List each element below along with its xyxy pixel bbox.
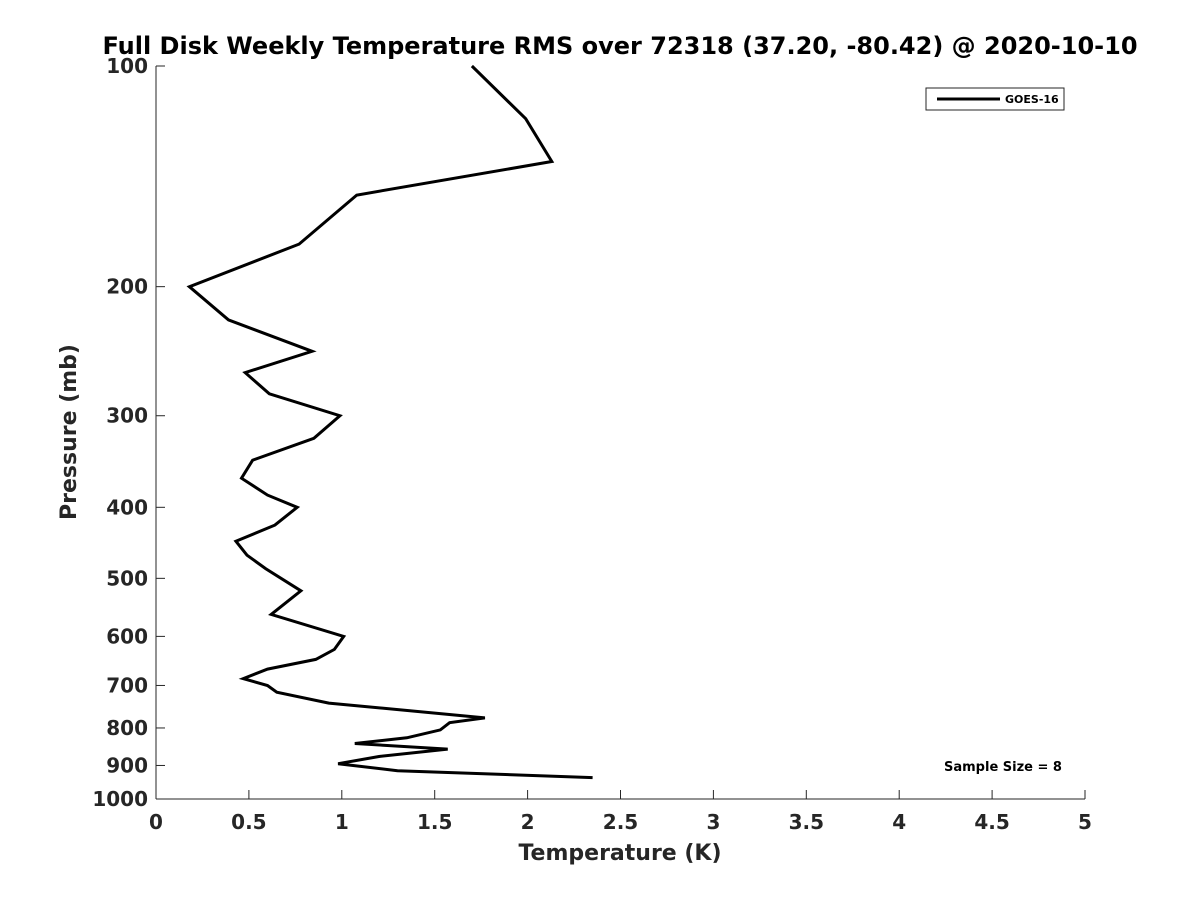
y-tick-label: 400 — [106, 495, 148, 519]
series-line-1 — [186, 64, 593, 780]
y-tick-label: 500 — [106, 566, 148, 590]
y-tick-label: 900 — [106, 753, 148, 777]
y-tick-label: 700 — [106, 673, 148, 697]
x-tick-label: 2.5 — [603, 810, 638, 834]
x-tick-label: 4 — [892, 810, 906, 834]
legend-label: GOES-16 — [1005, 93, 1059, 106]
sample-size-annotation: Sample Size = 8 — [944, 760, 1062, 775]
y-tick-label: 800 — [106, 716, 148, 740]
x-tick-label: 0 — [149, 810, 163, 834]
x-tick-label: 1 — [335, 810, 349, 834]
series-layer — [186, 64, 593, 780]
y-tick-label: 200 — [106, 275, 148, 299]
x-tick-label: 3.5 — [789, 810, 824, 834]
x-axis-label: Temperature (K) — [518, 841, 721, 866]
x-tick-label: 0.5 — [231, 810, 266, 834]
x-tick-label: 5 — [1078, 810, 1092, 834]
y-tick-label: 100 — [106, 54, 148, 78]
chart-title: Full Disk Weekly Temperature RMS over 72… — [102, 32, 1137, 60]
legend: GOES-16 — [925, 87, 1065, 111]
plot-area — [156, 66, 1085, 799]
x-tick-label: 3 — [706, 810, 720, 834]
x-tick-label: 2 — [521, 810, 535, 834]
x-tick-label: 1.5 — [417, 810, 452, 834]
x-tick-label: 4.5 — [974, 810, 1009, 834]
x-axis-ticks: 0 0.5 1 1.5 2 2.5 3 3.5 4 4.5 5 — [149, 790, 1092, 834]
y-tick-label: 1000 — [92, 787, 148, 811]
y-tick-label: 300 — [106, 404, 148, 428]
y-tick-label: 600 — [106, 624, 148, 648]
y-axis-ticks: 100 200 300 400 500 600 700 800 900 1000 — [92, 54, 165, 811]
y-axis-label: Pressure (mb) — [57, 344, 82, 520]
